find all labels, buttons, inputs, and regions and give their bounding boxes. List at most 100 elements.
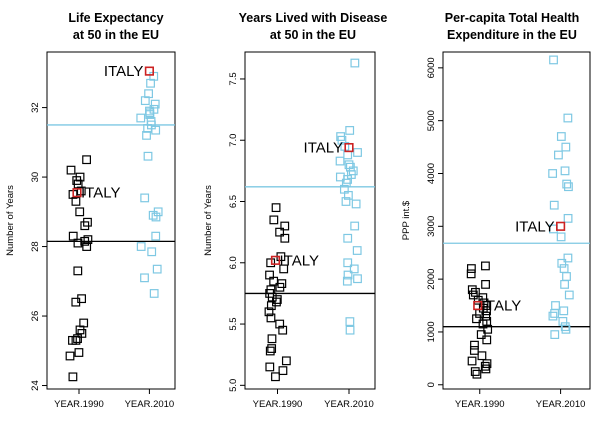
data-point xyxy=(82,242,92,251)
data-point xyxy=(468,290,478,300)
y-tick-label: 7.0 xyxy=(228,134,239,147)
data-point xyxy=(271,372,280,382)
y-tick-label: 7.5 xyxy=(228,72,239,85)
data-point xyxy=(80,236,90,246)
data-point xyxy=(478,319,488,329)
y-tick-label: 32 xyxy=(30,102,41,113)
data-point xyxy=(341,178,351,188)
data-point xyxy=(550,309,560,318)
data-point xyxy=(345,325,355,335)
data-point xyxy=(557,258,567,268)
data-point xyxy=(341,197,351,206)
data-point xyxy=(343,258,353,268)
data-point xyxy=(150,99,160,109)
data-point xyxy=(466,264,476,273)
data-point xyxy=(82,155,91,165)
panel-title-line: Per-capita Total Health xyxy=(445,11,580,25)
data-point xyxy=(272,295,282,304)
data-point xyxy=(75,207,85,217)
highlight-label: ITALY xyxy=(81,185,120,202)
data-point xyxy=(470,340,479,350)
highlight-label: ITALY xyxy=(482,298,521,315)
data-point xyxy=(71,297,81,307)
highlight-point xyxy=(473,300,483,311)
y-tick-label: 6000 xyxy=(426,57,437,78)
data-point xyxy=(467,356,477,366)
panel-title-line: at 50 in the EU xyxy=(270,28,356,42)
panel-3: Per-capita Total Health Expenditure in th… xyxy=(401,11,591,410)
data-point xyxy=(280,233,290,243)
data-point xyxy=(559,306,569,316)
data-point xyxy=(140,193,150,203)
data-point xyxy=(343,270,353,280)
data-point xyxy=(548,311,558,321)
data-point xyxy=(351,199,361,209)
panel-title-line: Expenditure in the EU xyxy=(447,28,577,42)
plot-frame xyxy=(442,51,591,390)
data-point xyxy=(265,346,275,356)
data-point xyxy=(152,264,162,274)
data-point xyxy=(267,334,277,344)
data-point xyxy=(548,169,558,178)
data-point xyxy=(560,322,570,332)
highlight-point xyxy=(270,255,281,265)
data-point xyxy=(345,317,355,326)
highlight-label: ITALY xyxy=(104,63,143,80)
data-point xyxy=(151,212,161,222)
data-point xyxy=(335,156,345,166)
data-point xyxy=(353,274,362,284)
y-tick-label: 28 xyxy=(30,241,41,252)
data-point xyxy=(68,372,78,382)
data-point xyxy=(342,276,352,286)
data-point xyxy=(483,324,493,334)
data-point xyxy=(265,362,275,372)
data-point xyxy=(140,96,150,106)
data-point xyxy=(550,330,560,339)
highlight-label: ITALY xyxy=(280,252,319,269)
data-point xyxy=(271,203,281,213)
data-point xyxy=(561,142,571,152)
data-point xyxy=(151,125,161,135)
data-point xyxy=(562,272,571,281)
data-point xyxy=(560,280,570,289)
data-point xyxy=(143,151,153,161)
data-point xyxy=(73,266,83,276)
data-point xyxy=(266,258,276,268)
y-tick-label: 2000 xyxy=(426,269,437,290)
y-tick-label: 3000 xyxy=(426,216,437,237)
y-tick-label: 5.0 xyxy=(228,379,239,392)
data-point xyxy=(343,190,353,200)
y-tick-label: 24 xyxy=(30,380,41,391)
data-point xyxy=(353,148,362,157)
data-point xyxy=(145,110,155,119)
data-point xyxy=(350,221,360,231)
data-point xyxy=(140,273,149,283)
data-point xyxy=(73,334,82,344)
x-tick-label: YEAR.2010 xyxy=(536,399,586,410)
data-point xyxy=(73,179,83,189)
panel-title-line: Life Expectancy xyxy=(68,11,163,25)
data-point xyxy=(558,316,568,326)
data-point xyxy=(472,369,482,379)
panel-2: Years Lived with Disease at 50 in the EU 5… xyxy=(203,11,387,410)
data-point xyxy=(149,289,159,298)
y-tick-label: 4000 xyxy=(426,163,437,184)
data-point xyxy=(471,287,480,297)
data-point xyxy=(482,359,492,369)
data-point xyxy=(482,335,492,345)
data-point xyxy=(472,314,481,324)
x-tick-label: YEAR.1990 xyxy=(54,399,104,410)
data-point xyxy=(476,330,486,339)
data-point xyxy=(68,231,78,241)
data-point xyxy=(481,261,490,271)
x-tick-label: YEAR.1990 xyxy=(253,399,303,410)
x-tick-label: YEAR.2010 xyxy=(324,399,374,410)
data-point xyxy=(269,215,279,225)
data-point xyxy=(549,55,558,65)
data-point xyxy=(563,253,573,263)
x-tick-label: YEAR.2010 xyxy=(125,399,175,410)
data-point xyxy=(266,301,276,311)
y-axis-label: PPP int.$ xyxy=(401,200,412,240)
highlight-label: ITALY xyxy=(304,140,343,157)
